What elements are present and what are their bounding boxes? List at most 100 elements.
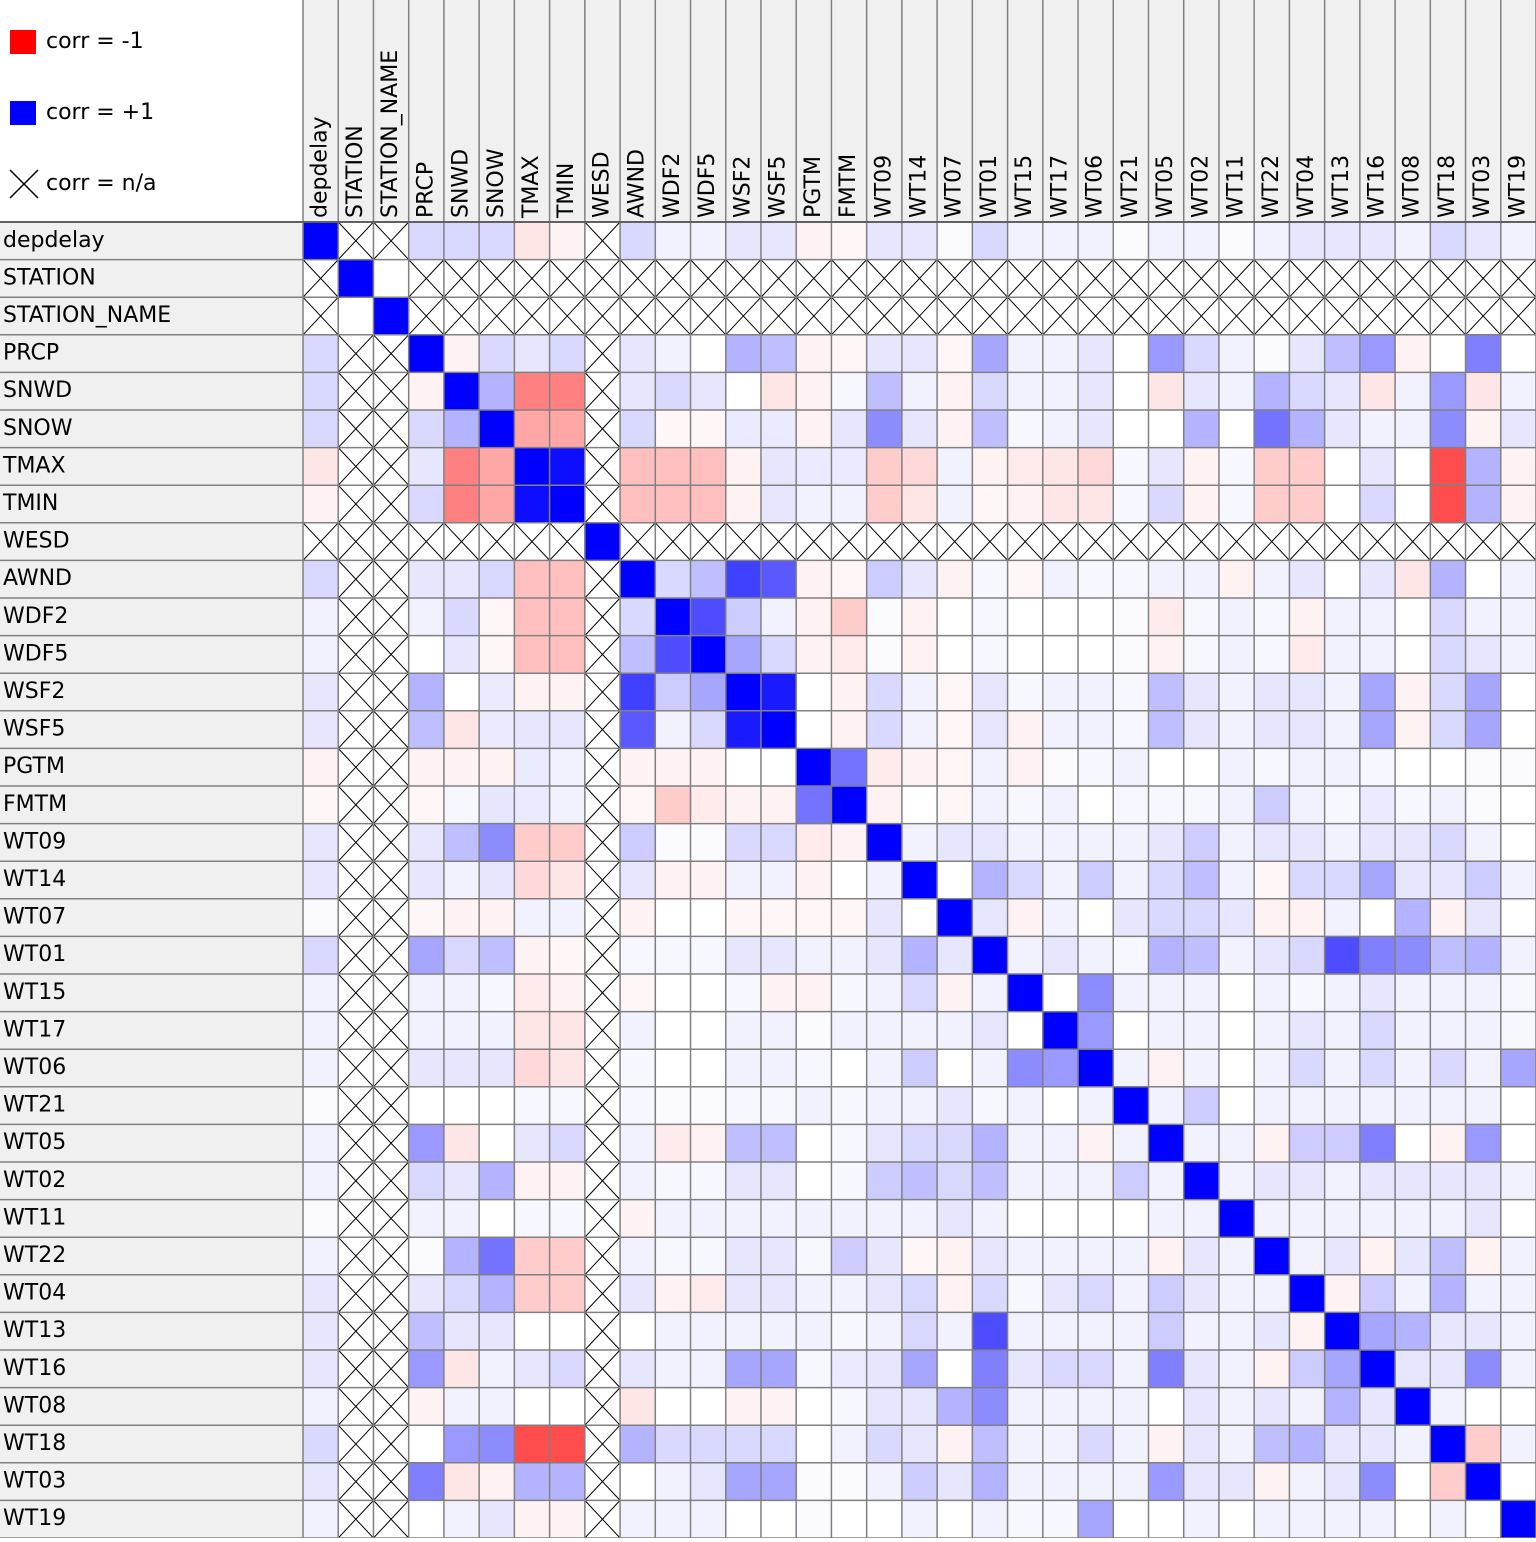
na-cross bbox=[373, 1236, 410, 1276]
na-cross bbox=[337, 447, 374, 486]
na-cell-group bbox=[584, 1424, 621, 1464]
corr-cell bbox=[1113, 1011, 1149, 1050]
corr-cell bbox=[620, 1237, 656, 1275]
corr-cell bbox=[443, 1425, 480, 1463]
corr-cell bbox=[443, 372, 480, 410]
legend-label: corr = +1 bbox=[46, 100, 154, 125]
column-label: FMTM bbox=[836, 154, 861, 218]
na-cross bbox=[373, 1011, 410, 1050]
corr-cell bbox=[1359, 861, 1396, 899]
corr-cell bbox=[1148, 710, 1184, 749]
column-label: WT03 bbox=[1470, 155, 1495, 218]
corr-cell bbox=[1148, 1124, 1184, 1162]
column-label: PGTM bbox=[801, 156, 826, 218]
corr-cell bbox=[514, 1237, 550, 1275]
corr-cell bbox=[760, 898, 797, 937]
corr-cell bbox=[1148, 1350, 1184, 1388]
corr-cell bbox=[1007, 898, 1043, 937]
corr-cell bbox=[866, 372, 902, 410]
corr-cell bbox=[1078, 823, 1114, 862]
na-cross bbox=[373, 1274, 410, 1313]
corr-cell bbox=[690, 485, 726, 523]
na-cell-group bbox=[373, 1312, 410, 1351]
corr-cell bbox=[655, 1274, 691, 1313]
na-cell-group bbox=[337, 1124, 374, 1163]
corr-cell bbox=[620, 1199, 656, 1238]
row-label: TMAX bbox=[2, 453, 66, 478]
corr-cell bbox=[549, 823, 585, 862]
na-cross bbox=[337, 597, 374, 636]
na-cell-group bbox=[373, 672, 410, 712]
corr-cell bbox=[1359, 1199, 1396, 1238]
corr-cell bbox=[1324, 1462, 1360, 1501]
corr-cell bbox=[408, 748, 444, 786]
na-cross bbox=[373, 1462, 410, 1501]
corr-cell bbox=[901, 1462, 938, 1501]
row-label: WT08 bbox=[3, 1393, 66, 1418]
corr-cell bbox=[901, 1162, 938, 1200]
na-cross bbox=[866, 522, 903, 561]
corr-cell bbox=[1007, 861, 1043, 899]
na-cross bbox=[373, 522, 410, 561]
corr-cell bbox=[972, 786, 1008, 824]
na-cell-group bbox=[584, 296, 621, 336]
corr-cell bbox=[1430, 635, 1466, 674]
corr-cell bbox=[303, 1086, 339, 1125]
na-cross bbox=[373, 936, 410, 975]
row-label: WSF5 bbox=[3, 717, 65, 742]
na-cross bbox=[654, 296, 691, 336]
column-label: WDF2 bbox=[660, 153, 685, 218]
corr-cell bbox=[1289, 1274, 1325, 1313]
corr-cell bbox=[549, 410, 585, 448]
corr-cell bbox=[1148, 748, 1184, 786]
corr-cell bbox=[1183, 1086, 1219, 1125]
na-cross bbox=[584, 409, 621, 448]
column-label: SNOW bbox=[484, 148, 509, 218]
corr-cell bbox=[443, 1237, 480, 1275]
corr-cell bbox=[620, 748, 656, 786]
na-cross bbox=[1500, 296, 1536, 336]
corr-cell bbox=[1465, 635, 1501, 674]
na-cell-group bbox=[584, 898, 621, 937]
corr-cell bbox=[443, 1462, 480, 1501]
corr-cell bbox=[1465, 485, 1501, 523]
corr-cell bbox=[655, 1011, 691, 1050]
corr-cell bbox=[1395, 1124, 1431, 1162]
corr-cell bbox=[1254, 898, 1290, 937]
corr-cell bbox=[690, 898, 726, 937]
corr-cell bbox=[514, 748, 550, 786]
column-label: WT19 bbox=[1505, 155, 1530, 218]
corr-cell bbox=[1148, 222, 1184, 260]
na-cross bbox=[584, 710, 621, 749]
corr-cell bbox=[443, 485, 480, 523]
corr-cell bbox=[831, 1500, 867, 1538]
corr-cell bbox=[1395, 334, 1431, 373]
corr-cell bbox=[549, 1274, 585, 1313]
corr-cell bbox=[1113, 1462, 1149, 1501]
corr-cell bbox=[1183, 1049, 1219, 1087]
corr-cell bbox=[1289, 1425, 1325, 1463]
corr-cell bbox=[549, 1086, 585, 1125]
corr-cell bbox=[1500, 1011, 1536, 1050]
corr-cell bbox=[1465, 1199, 1501, 1238]
corr-cell bbox=[620, 1162, 656, 1200]
na-cell-group bbox=[337, 1349, 374, 1388]
corr-cell bbox=[1078, 1086, 1114, 1125]
corr-cell bbox=[690, 447, 726, 486]
corr-cell bbox=[1042, 1274, 1079, 1313]
corr-cell bbox=[1042, 485, 1079, 523]
corr-cell bbox=[725, 334, 761, 373]
na-cross bbox=[619, 296, 656, 336]
corr-cell bbox=[303, 898, 339, 937]
legend-label: corr = -1 bbox=[46, 29, 144, 54]
corr-cell bbox=[1430, 1086, 1466, 1125]
corr-cell bbox=[1465, 598, 1501, 636]
corr-cell bbox=[937, 1237, 973, 1275]
corr-cell bbox=[1359, 1462, 1396, 1501]
na-cell-group bbox=[584, 710, 621, 749]
na-cross bbox=[584, 1349, 621, 1388]
na-cross bbox=[478, 522, 515, 561]
column-label: WSF5 bbox=[766, 156, 791, 218]
corr-cell bbox=[1430, 1462, 1466, 1501]
corr-cell bbox=[1042, 898, 1079, 937]
